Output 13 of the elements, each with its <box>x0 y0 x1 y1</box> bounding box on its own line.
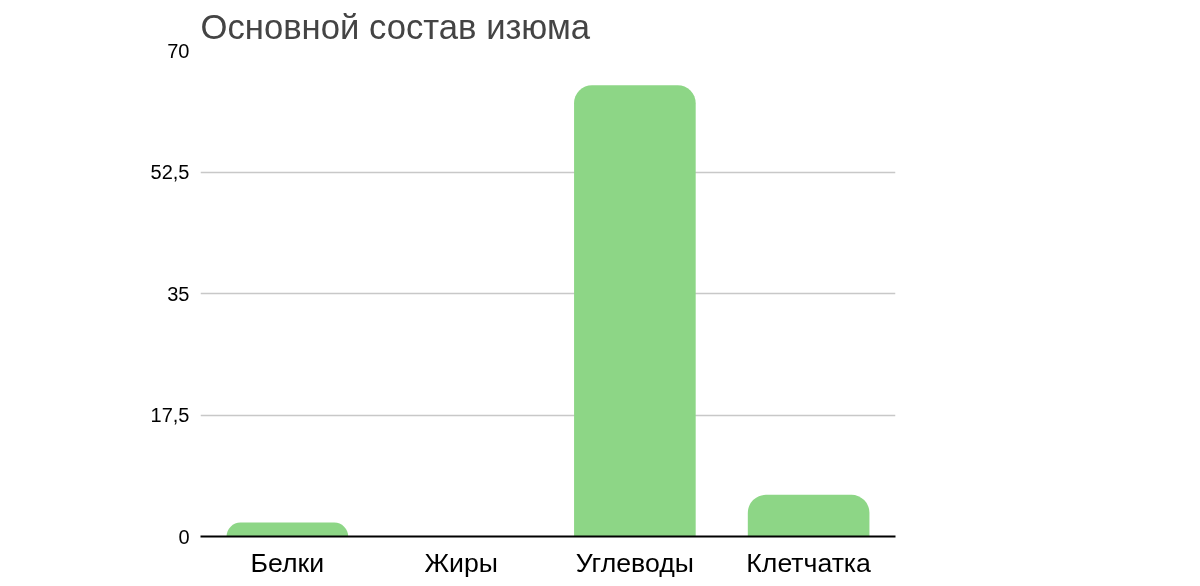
y-tick-label: 52,5 <box>150 161 190 183</box>
x-tick-label: Белки <box>250 547 325 578</box>
x-tick-label: Жиры <box>424 547 498 578</box>
bar <box>574 85 696 537</box>
y-tick-label: 35 <box>167 282 190 305</box>
x-tick-label: Углеводы <box>575 547 694 578</box>
bar <box>747 494 870 537</box>
y-tick-label: 70 <box>167 39 190 62</box>
y-tick-label: 0 <box>178 525 190 548</box>
chart-title: Основной состав изюма <box>200 7 591 46</box>
y-tick-label: 17,5 <box>150 404 190 426</box>
x-tick-label: Клетчатка <box>746 547 872 578</box>
bar <box>226 522 349 537</box>
